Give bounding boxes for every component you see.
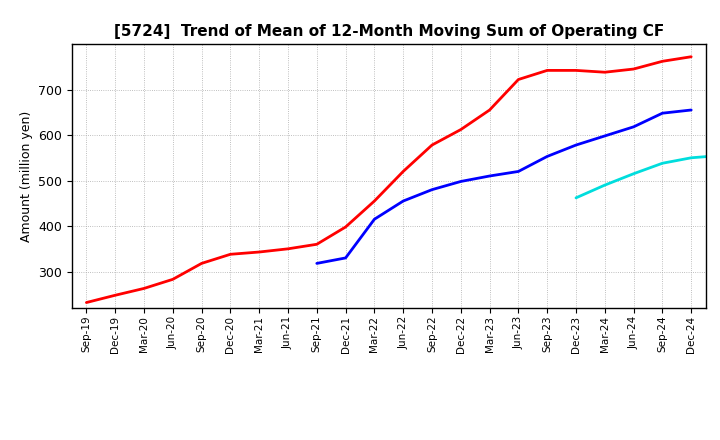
3 Years	[687, 54, 696, 59]
3 Years	[255, 249, 264, 255]
3 Years	[600, 70, 609, 75]
5 Years	[312, 261, 321, 266]
Line: 3 Years: 3 Years	[86, 57, 691, 303]
5 Years	[543, 154, 552, 159]
5 Years	[658, 110, 667, 116]
3 Years	[485, 107, 494, 113]
3 Years	[428, 143, 436, 148]
3 Years	[140, 286, 148, 291]
5 Years	[514, 169, 523, 174]
5 Years	[428, 187, 436, 192]
3 Years	[514, 77, 523, 82]
5 Years	[600, 133, 609, 139]
5 Years	[629, 124, 638, 129]
Line: 7 Years: 7 Years	[576, 155, 720, 198]
3 Years	[572, 68, 580, 73]
Y-axis label: Amount (million yen): Amount (million yen)	[19, 110, 32, 242]
5 Years	[370, 216, 379, 222]
3 Years	[543, 68, 552, 73]
7 Years	[687, 155, 696, 161]
3 Years	[284, 246, 292, 252]
3 Years	[226, 252, 235, 257]
7 Years	[658, 161, 667, 166]
Line: 5 Years: 5 Years	[317, 110, 691, 264]
7 Years	[629, 171, 638, 176]
3 Years	[456, 127, 465, 132]
Title: [5724]  Trend of Mean of 12-Month Moving Sum of Operating CF: [5724] Trend of Mean of 12-Month Moving …	[114, 24, 664, 39]
3 Years	[197, 261, 206, 266]
5 Years	[341, 255, 350, 260]
3 Years	[341, 224, 350, 230]
3 Years	[168, 277, 177, 282]
5 Years	[456, 179, 465, 184]
5 Years	[399, 198, 408, 204]
7 Years	[600, 183, 609, 188]
7 Years	[716, 153, 720, 158]
5 Years	[572, 143, 580, 148]
3 Years	[312, 242, 321, 247]
5 Years	[485, 173, 494, 179]
3 Years	[82, 300, 91, 305]
3 Years	[111, 293, 120, 298]
3 Years	[399, 169, 408, 174]
3 Years	[629, 66, 638, 72]
3 Years	[658, 59, 667, 64]
7 Years	[572, 195, 580, 201]
5 Years	[687, 107, 696, 113]
3 Years	[370, 198, 379, 204]
